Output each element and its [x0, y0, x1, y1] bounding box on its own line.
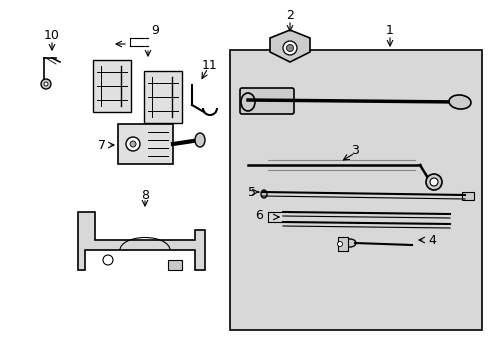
Polygon shape: [78, 212, 204, 270]
FancyBboxPatch shape: [337, 237, 347, 251]
Text: 6: 6: [254, 208, 263, 221]
Text: 8: 8: [141, 189, 149, 202]
Circle shape: [425, 174, 441, 190]
Circle shape: [126, 137, 140, 151]
FancyBboxPatch shape: [118, 124, 173, 164]
Text: 2: 2: [285, 9, 293, 22]
Circle shape: [286, 45, 293, 51]
Text: 4: 4: [427, 234, 435, 247]
Text: 5: 5: [247, 185, 256, 198]
Text: 9: 9: [151, 23, 159, 36]
FancyBboxPatch shape: [229, 50, 481, 330]
Ellipse shape: [337, 242, 342, 247]
FancyBboxPatch shape: [240, 88, 293, 114]
Ellipse shape: [448, 95, 470, 109]
Circle shape: [429, 178, 437, 186]
Circle shape: [41, 79, 51, 89]
FancyBboxPatch shape: [93, 60, 131, 112]
Circle shape: [44, 82, 48, 86]
FancyBboxPatch shape: [168, 260, 182, 270]
Text: 1: 1: [385, 23, 393, 36]
Circle shape: [130, 141, 136, 147]
Ellipse shape: [241, 93, 254, 111]
Text: 7: 7: [98, 139, 106, 152]
Text: 11: 11: [202, 59, 218, 72]
Ellipse shape: [343, 239, 355, 247]
FancyBboxPatch shape: [461, 192, 473, 200]
Ellipse shape: [261, 190, 266, 198]
Polygon shape: [269, 30, 309, 62]
Text: 10: 10: [44, 28, 60, 41]
Ellipse shape: [195, 133, 204, 147]
FancyBboxPatch shape: [143, 71, 182, 123]
Circle shape: [103, 255, 113, 265]
Circle shape: [283, 41, 296, 55]
Text: 3: 3: [350, 144, 358, 157]
